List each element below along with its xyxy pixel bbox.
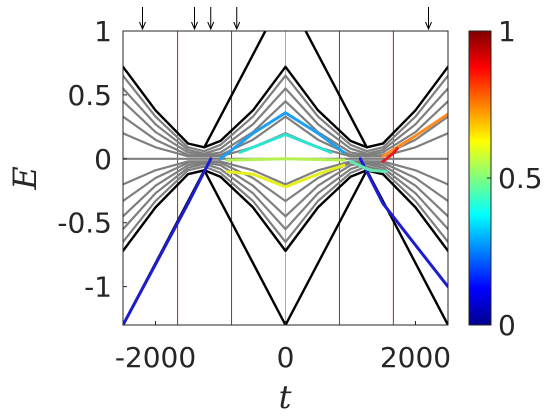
series-line-9 — [123, 161, 448, 218]
down-arrow-marker-2 — [207, 7, 215, 31]
energy-levels — [123, 31, 448, 325]
x-tick-label-2: 2000 — [380, 341, 451, 374]
down-arrow-marker-4 — [425, 7, 432, 31]
series-line-15 — [123, 157, 213, 325]
x-tick-label-0: -2000 — [115, 341, 196, 374]
series-line-3 — [123, 100, 448, 157]
y-axis-ticks: 1 0.5 0 -0.5 -1 — [57, 15, 127, 304]
top-arrows — [139, 7, 432, 31]
series-line-21 — [349, 159, 388, 174]
x-axis-ticks: -2000 0 2000 — [115, 321, 451, 374]
colorbar-tick-label-1: 0.5 — [498, 162, 543, 195]
y-tick-label-3: -0.5 — [57, 207, 112, 240]
x-tick-label-1: 0 — [277, 341, 295, 374]
down-arrow-marker-1 — [191, 7, 198, 31]
series-line-2 — [123, 87, 448, 155]
series-line-0 — [123, 65, 448, 149]
series-line-17 — [219, 111, 346, 161]
series-line-13 — [123, 169, 448, 253]
series-line-14 — [203, 31, 368, 149]
series-line-19 — [225, 157, 346, 162]
series-line-18 — [238, 133, 333, 154]
series-line-10 — [123, 162, 448, 231]
series-line-7 — [123, 160, 448, 186]
colorbar-ticks: 10.50 — [487, 15, 543, 342]
colorbar-tick-label-0: 1 — [498, 15, 516, 48]
series-line-23 — [381, 147, 399, 163]
series-line-20 — [225, 163, 346, 189]
series-line-16 — [358, 157, 448, 289]
series-line-1 — [123, 74, 448, 153]
y-tick-label-4: -1 — [84, 271, 112, 304]
y-tick-label-0: 1 — [94, 15, 112, 48]
colorbar-tick-label-2: 0 — [498, 309, 516, 342]
x-axis-label: t — [279, 378, 292, 416]
y-tick-label-2: 0 — [94, 143, 112, 176]
series-line-22 — [381, 112, 448, 158]
down-arrow-marker-0 — [139, 7, 146, 31]
down-arrow-marker-3 — [233, 7, 241, 31]
y-axis-label: E — [6, 166, 44, 190]
reference-lines — [177, 31, 394, 325]
y-tick-label-1: 0.5 — [67, 79, 112, 112]
